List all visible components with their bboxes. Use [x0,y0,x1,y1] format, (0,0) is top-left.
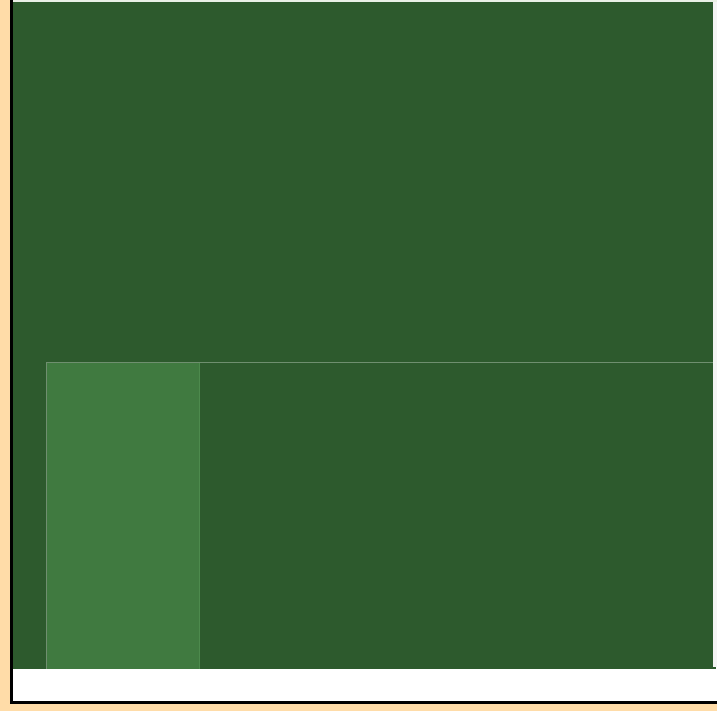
frame-top-edge [13,0,717,2]
panel-block[interactable] [47,363,200,669]
canvas [13,2,717,701]
lower-panel [46,362,716,669]
bottom-strip [13,669,717,701]
frame-left-border [10,0,13,704]
right-edge [713,2,717,667]
frame-bottom-border [10,701,717,704]
